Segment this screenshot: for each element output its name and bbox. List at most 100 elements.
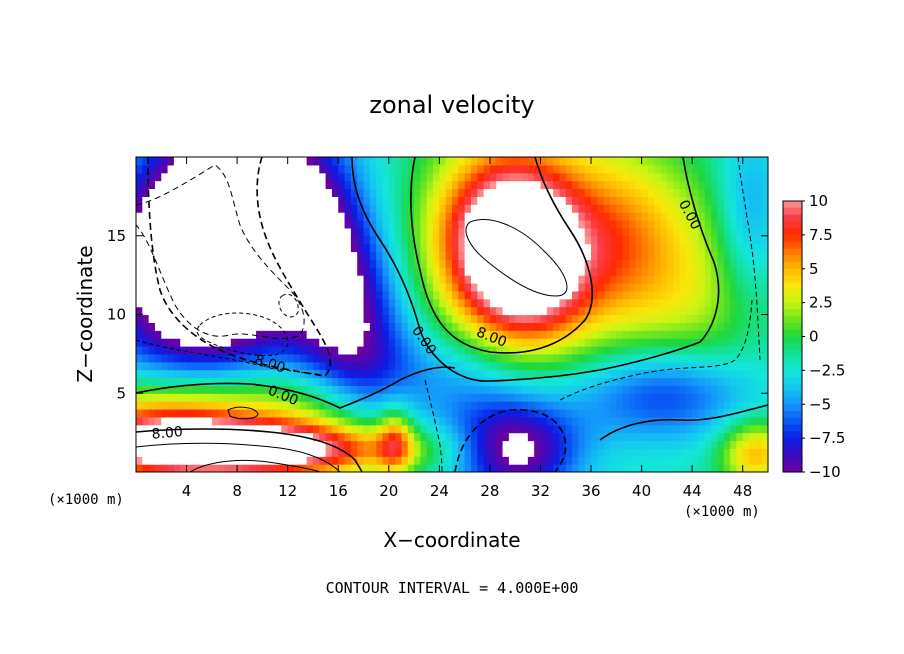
heatmap-cell xyxy=(230,243,238,253)
heatmap-cell xyxy=(275,346,282,355)
heatmap-cell xyxy=(660,456,668,465)
heatmap-cell xyxy=(218,243,226,253)
heatmap-cell xyxy=(641,157,649,166)
heatmap-cell xyxy=(312,188,320,197)
heatmap-cell xyxy=(660,196,668,205)
heatmap-cell xyxy=(698,196,706,205)
heatmap-cell xyxy=(464,464,472,472)
heatmap-cell xyxy=(167,361,175,371)
heatmap-cell xyxy=(243,464,251,472)
heatmap-cell xyxy=(331,251,339,260)
heatmap-cell xyxy=(312,220,320,229)
heatmap-cell xyxy=(249,377,257,386)
heatmap-cell xyxy=(515,227,523,237)
heatmap-cell xyxy=(749,369,756,379)
heatmap-cell xyxy=(287,314,295,323)
heatmap-cell xyxy=(641,401,649,410)
heatmap-cell xyxy=(452,401,459,410)
heatmap-cell xyxy=(224,243,232,253)
heatmap-cell xyxy=(243,259,251,268)
heatmap-cell xyxy=(439,157,447,166)
heatmap-cell xyxy=(704,290,712,300)
heatmap-cell xyxy=(666,259,674,268)
heatmap-cell xyxy=(616,283,624,292)
heatmap-cell xyxy=(736,298,744,308)
heatmap-cell xyxy=(281,259,289,268)
heatmap-cell xyxy=(376,401,384,410)
heatmap-cell xyxy=(136,180,143,190)
heatmap-cell xyxy=(635,243,643,253)
heatmap-cell xyxy=(167,377,175,386)
heatmap-cell xyxy=(325,361,333,371)
heatmap-cell xyxy=(401,243,409,253)
heatmap-cell xyxy=(186,353,194,363)
heatmap-cell xyxy=(723,353,731,363)
chart-title: zonal velocity xyxy=(369,91,534,119)
heatmap-cell xyxy=(704,448,712,457)
heatmap-cell xyxy=(439,385,447,394)
heatmap-cell xyxy=(237,298,245,308)
heatmap-cell xyxy=(540,235,548,245)
heatmap-cell xyxy=(439,338,447,347)
heatmap-cell xyxy=(749,227,756,237)
heatmap-cell xyxy=(382,409,390,418)
heatmap-cell xyxy=(249,196,257,205)
heatmap-cell xyxy=(312,338,320,347)
heatmap-cell xyxy=(256,330,263,339)
heatmap-cell xyxy=(622,314,630,323)
heatmap-cell xyxy=(167,353,175,363)
heatmap-cell xyxy=(736,464,744,472)
heatmap-cell xyxy=(597,212,605,221)
heatmap-cell xyxy=(673,448,681,457)
heatmap-cell xyxy=(641,456,649,465)
heatmap-cell xyxy=(622,330,630,339)
heatmap-cell xyxy=(395,251,403,260)
heatmap-cell xyxy=(262,330,270,339)
heatmap-cell xyxy=(546,424,554,434)
heatmap-cell xyxy=(420,172,428,182)
heatmap-cell xyxy=(199,401,207,410)
heatmap-cell xyxy=(692,353,700,363)
heatmap-cell xyxy=(395,456,403,465)
heatmap-cell xyxy=(180,361,188,371)
heatmap-cell xyxy=(723,164,731,174)
heatmap-cell xyxy=(553,369,561,379)
heatmap-cell xyxy=(692,267,700,276)
heatmap-cell xyxy=(249,283,257,292)
heatmap-cell xyxy=(401,212,409,221)
heatmap-cell xyxy=(496,290,504,300)
heatmap-cell xyxy=(433,220,440,229)
y-tick-label: 10 xyxy=(107,306,126,324)
heatmap-cell xyxy=(489,456,497,465)
heatmap-cell xyxy=(173,432,181,442)
heatmap-cell xyxy=(755,401,763,410)
heatmap-cell xyxy=(698,346,706,355)
heatmap-cell xyxy=(414,416,421,426)
heatmap-cell xyxy=(761,361,768,371)
heatmap-cell xyxy=(312,464,320,472)
heatmap-cell xyxy=(426,393,434,402)
heatmap-cell xyxy=(167,416,175,426)
heatmap-cell xyxy=(730,424,737,434)
heatmap-cell xyxy=(742,164,750,174)
heatmap-cell xyxy=(660,393,668,402)
heatmap-cell xyxy=(294,227,301,237)
heatmap-cell xyxy=(136,220,143,229)
heatmap-cell xyxy=(641,393,649,402)
heatmap-cell xyxy=(540,290,548,300)
heatmap-cell xyxy=(553,393,561,402)
heatmap-cell xyxy=(230,448,238,457)
heatmap-cell xyxy=(161,188,169,197)
heatmap-cell xyxy=(749,204,756,213)
heatmap-cell xyxy=(192,346,200,355)
heatmap-cell xyxy=(641,330,649,339)
heatmap-cell xyxy=(218,235,226,245)
heatmap-cell xyxy=(136,157,143,166)
heatmap-cell xyxy=(433,259,440,268)
heatmap-cell xyxy=(508,235,516,245)
heatmap-cell xyxy=(502,369,510,379)
heatmap-cell xyxy=(711,290,719,300)
heatmap-cell xyxy=(591,227,598,237)
heatmap-cell xyxy=(249,212,257,221)
heatmap-cell xyxy=(553,440,561,449)
